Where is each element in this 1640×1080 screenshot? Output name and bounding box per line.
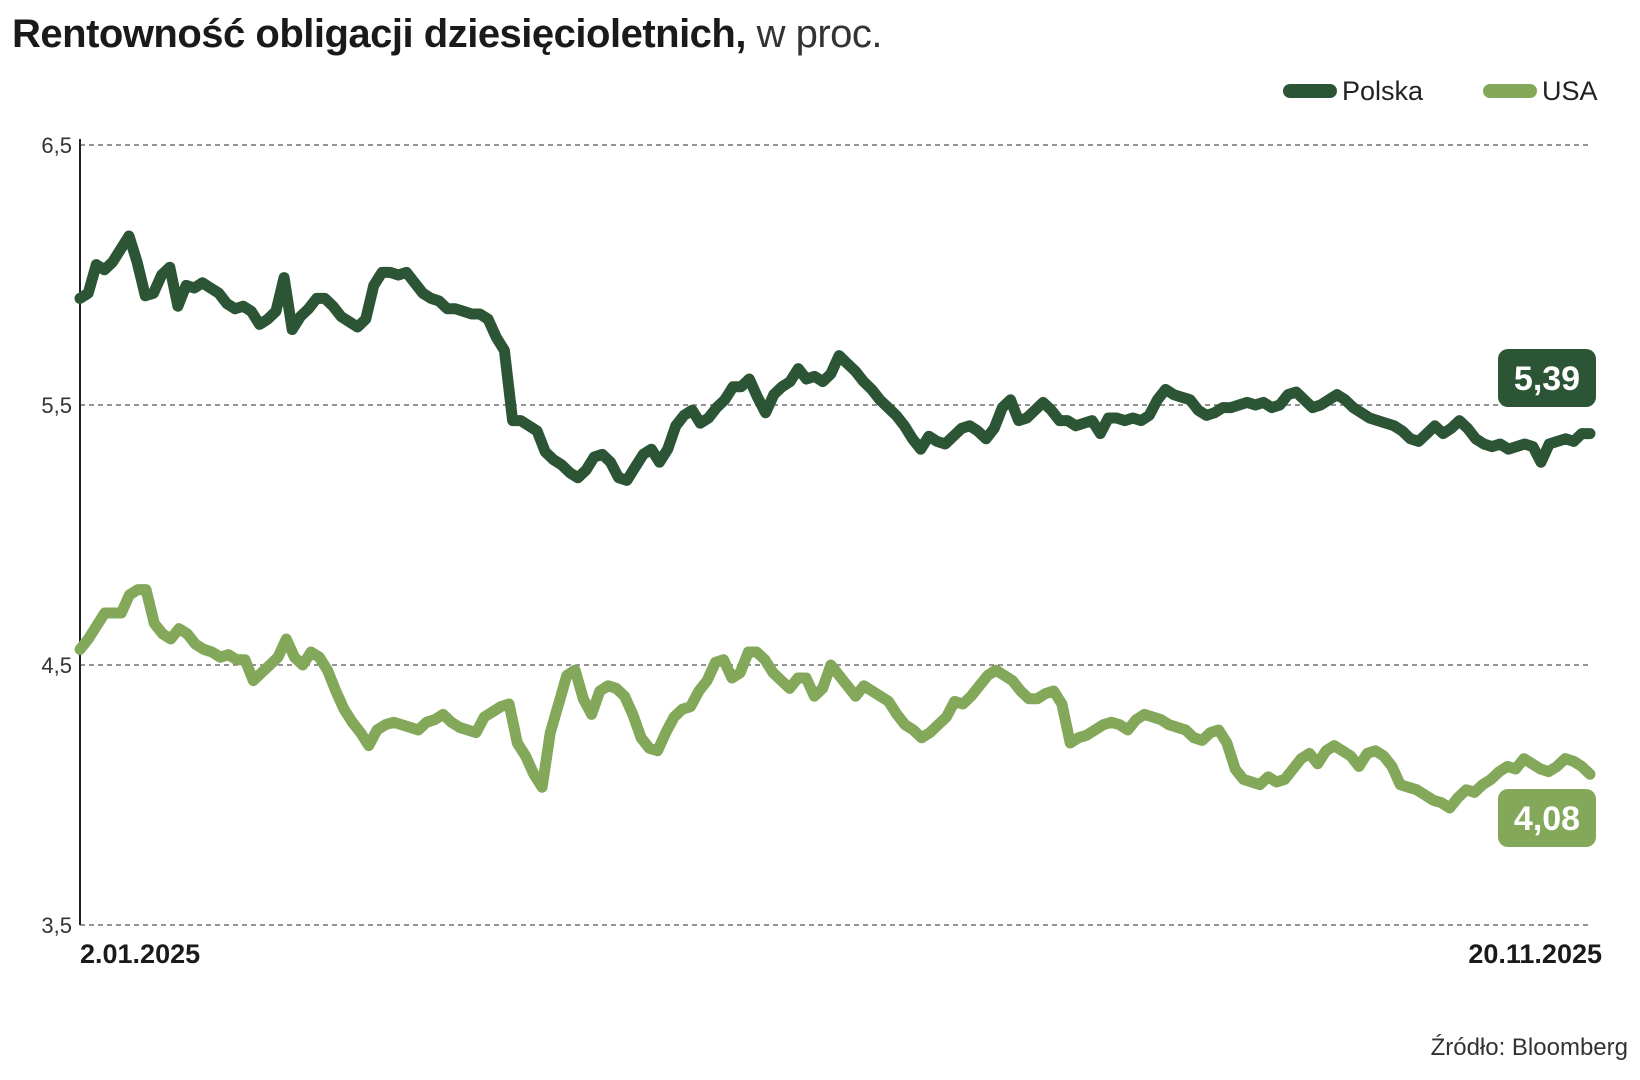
chart-title-unit: w proc. [745, 12, 883, 56]
y-tick-label: 3,5 [41, 913, 72, 938]
end-value-label-usa: 4,08 [1514, 800, 1580, 838]
series-line-usa [74, 584, 1596, 814]
legend-label-polska: Polska [1342, 76, 1424, 106]
series-line-polska [74, 230, 1596, 486]
x-end-label: 20.11.2025 [1468, 939, 1602, 969]
legend-label-usa: USA [1542, 76, 1598, 106]
chart-title: Rentowność obligacji dziesięcioletnich, … [12, 10, 883, 58]
x-start-label: 2.01.2025 [80, 939, 200, 969]
end-value-label-polska: 5,39 [1514, 360, 1580, 398]
end-value-badge-usa [1498, 789, 1596, 847]
source-note: Źródło: Bloomberg [1430, 1034, 1628, 1061]
y-tick-label: 4,5 [41, 653, 72, 678]
end-value-badge-polska [1498, 349, 1596, 407]
chart-title-main: Rentowność obligacji dziesięcioletnich, [12, 12, 746, 56]
y-tick-label: 5,5 [41, 393, 72, 418]
y-tick-label: 6,5 [41, 133, 72, 158]
